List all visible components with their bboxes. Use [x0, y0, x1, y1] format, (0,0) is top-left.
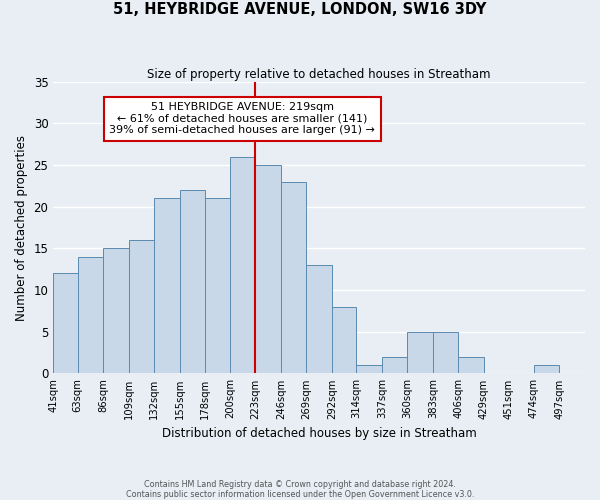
Bar: [281, 182, 307, 374]
Bar: [407, 332, 433, 374]
Bar: [307, 265, 332, 374]
Text: 51, HEYBRIDGE AVENUE, LONDON, SW16 3DY: 51, HEYBRIDGE AVENUE, LONDON, SW16 3DY: [113, 2, 487, 18]
Y-axis label: Number of detached properties: Number of detached properties: [15, 134, 28, 320]
Bar: [433, 332, 458, 374]
Bar: [382, 357, 407, 374]
Text: 51 HEYBRIDGE AVENUE: 219sqm
← 61% of detached houses are smaller (141)
39% of se: 51 HEYBRIDGE AVENUE: 219sqm ← 61% of det…: [109, 102, 375, 136]
Bar: [458, 357, 484, 374]
Bar: [103, 248, 129, 374]
Bar: [256, 165, 281, 374]
X-axis label: Distribution of detached houses by size in Streatham: Distribution of detached houses by size …: [162, 427, 476, 440]
Bar: [154, 198, 180, 374]
Bar: [180, 190, 205, 374]
Bar: [230, 156, 256, 374]
Text: Contains HM Land Registry data © Crown copyright and database right 2024.
Contai: Contains HM Land Registry data © Crown c…: [126, 480, 474, 499]
Bar: [78, 256, 103, 374]
Bar: [534, 365, 559, 374]
Title: Size of property relative to detached houses in Streatham: Size of property relative to detached ho…: [148, 68, 491, 80]
Bar: [205, 198, 230, 374]
Bar: [53, 274, 78, 374]
Bar: [129, 240, 154, 374]
Bar: [332, 306, 356, 374]
Bar: [356, 365, 382, 374]
